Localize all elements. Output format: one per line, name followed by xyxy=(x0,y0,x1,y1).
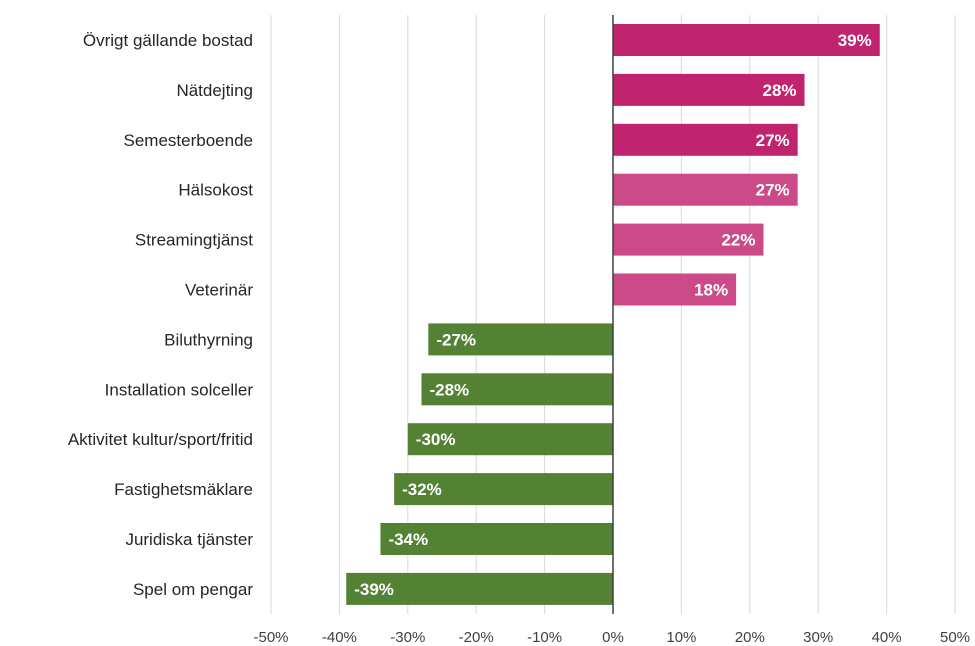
category-label: Biluthyrning xyxy=(164,330,253,349)
bar xyxy=(428,323,613,356)
bar xyxy=(394,473,613,506)
x-tick-label: -20% xyxy=(459,629,494,646)
x-tick-label: 0% xyxy=(602,629,624,646)
bar xyxy=(346,572,613,605)
category-label: Nätdejting xyxy=(176,81,253,100)
category-label: Veterinär xyxy=(185,281,253,300)
bar xyxy=(613,173,798,206)
data-label: -30% xyxy=(416,430,456,449)
data-label: 27% xyxy=(756,131,790,150)
data-label: -39% xyxy=(354,580,394,599)
category-label: Semesterboende xyxy=(124,131,253,150)
data-label: 39% xyxy=(838,31,872,50)
x-tick-label: -10% xyxy=(527,629,562,646)
x-tick-label: -50% xyxy=(253,629,288,646)
x-tick-label: 50% xyxy=(940,629,970,646)
bars xyxy=(346,24,880,605)
data-labels: 39% 28% 27% 27% 22% 18% -27% -28% -30% -32% -34% -3… xyxy=(354,31,872,599)
x-tick-label: 20% xyxy=(735,629,765,646)
x-tick-label: -40% xyxy=(322,629,357,646)
bar xyxy=(613,223,764,256)
data-label: -34% xyxy=(388,530,428,549)
gridlines xyxy=(270,15,956,614)
data-label: 27% xyxy=(756,181,790,200)
bar xyxy=(613,24,880,56)
category-label: Juridiska tjänster xyxy=(125,530,253,549)
data-label: -28% xyxy=(429,380,469,399)
bar xyxy=(421,373,613,406)
x-tick-label: 40% xyxy=(872,629,902,646)
x-tick-label: 30% xyxy=(803,629,833,646)
category-label: Fastighetsmäklare xyxy=(114,480,253,499)
category-labels: Övrigt gällande bostad Nätdejting Semester… xyxy=(68,31,254,599)
data-label: -32% xyxy=(402,480,442,499)
category-label: Hälsokost xyxy=(178,181,253,200)
category-label: Streamingtjänst xyxy=(135,231,253,250)
x-tick-label: -30% xyxy=(390,629,425,646)
data-label: 18% xyxy=(694,281,728,300)
category-label: Övrigt gällande bostad xyxy=(83,31,253,50)
data-label: -27% xyxy=(436,330,476,349)
x-tick-label: 10% xyxy=(666,629,696,646)
category-label: Installation solceller xyxy=(105,380,254,399)
bar xyxy=(613,123,798,156)
bar xyxy=(613,273,737,306)
category-label: Spel om pengar xyxy=(133,580,253,599)
bar xyxy=(407,423,613,456)
category-label: Aktivitet kultur/sport/fritid xyxy=(68,430,253,449)
data-label: 22% xyxy=(721,231,755,250)
bar xyxy=(380,523,613,555)
data-label: 28% xyxy=(762,81,796,100)
x-axis-tick-labels: -50% -40% -30% -20% -10% 0% 10% 20% 30% 40% 50% xyxy=(253,629,970,646)
bar xyxy=(613,73,805,106)
